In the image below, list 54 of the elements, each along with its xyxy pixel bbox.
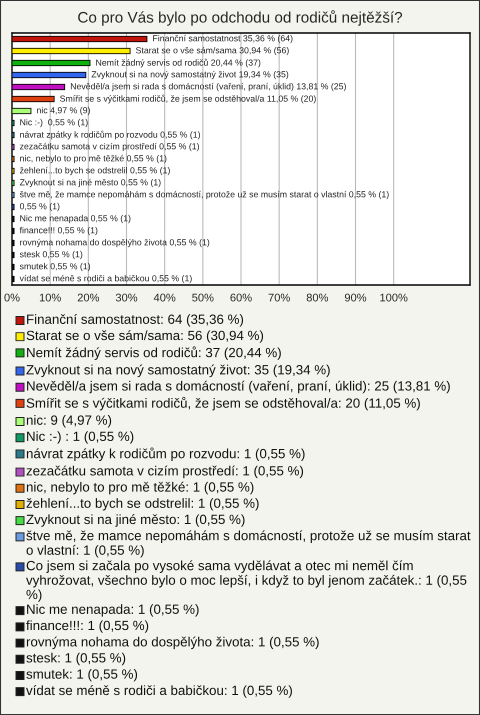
data-label: Nevěděl/a jsem si rada s domácností (vaření, praní, úklid) 13,81 % (25) <box>70 82 346 92</box>
legend-label: zezačátku samota v cizím prostředí: 1 (0,55 %) <box>26 466 304 478</box>
data-label: stesk 0,55 % (1) <box>20 250 82 260</box>
legend-label: návrat zpátky k rodičům po rozvodu: 1 (0,55 %) <box>26 447 305 461</box>
data-label: návrat zpátky k rodičům po rozvodu 0,55 % (1) <box>20 130 200 140</box>
x-tick-label: 100% <box>380 294 408 302</box>
legend-label: Starat se o vše sám/sama: 56 (30,94 %) <box>26 330 264 343</box>
data-label: vídat se méně s rodiči a babičkou 0,55 % (1) <box>20 274 192 284</box>
legend-label: Smířit se s výčitkami rodičů, že jsem se odstěhoval/a: 20 (11,05 %) <box>26 396 420 410</box>
data-label: Starat se o vše sám/sama 30,94 % (56) <box>136 46 289 56</box>
data-label: rovnýma nohama do dospělýho života 0,55 % (1) <box>20 238 210 248</box>
legend-label: Zvyknout si na nový samostatný život: 35 (19,34 %) <box>26 364 330 378</box>
data-label: Zvyknout si na jiné město 0,55 % (1) <box>20 178 161 188</box>
data-label: 0,55 % (1) <box>20 202 60 212</box>
legend-label: Nemít žádný servis od rodičů: 37 (20,44 %) <box>27 346 281 360</box>
legend-label: Nic :-) : 1 (0,55 %) <box>27 431 134 444</box>
legend-label: nic, nebylo to pro mě těžké: 1 (0,55 %) <box>26 482 254 494</box>
data-label: smutek 0,55 % (1) <box>20 262 90 272</box>
legend-label: stesk: 1 (0,55 %) <box>26 652 126 666</box>
data-label: Nemít žádný servis od rodičů 20,44 % (37) <box>96 58 260 68</box>
legend-label: rovnýma nohama do dospělýho života: 1 (0,55 %) <box>26 636 319 650</box>
legend-label: žehlení...to bych se odstrelil: 1 (0,55 %) <box>26 498 259 511</box>
x-tick-label: 70% <box>268 294 290 302</box>
data-label: Zvyknout si na nový samostatný život 19,34 % (35) <box>92 70 288 80</box>
data-label: finance!!! 0,55 % (1) <box>20 226 98 236</box>
legend-label: Finanční samostatnost: 64 (35,36 %) <box>27 314 244 327</box>
data-label: Smířit se s výčitkami rodičů, že jsem se odstěhoval/a 11,05 % (20) <box>60 94 316 104</box>
data-label: nic 4,97 % (9) <box>37 106 90 116</box>
legend-label: Co jsem si začala po vysoké sama vydělávat a otec mi neměl čím vyhrožovat, všechno bylo o moc lepší, i když to byl jenom začátek.: 1 (0,55 %) <box>26 560 466 602</box>
x-tick-label: 50% <box>192 294 214 302</box>
x-tick-label: 90% <box>344 294 366 302</box>
x-tick-label: 20% <box>78 294 100 302</box>
x-tick-label: 40% <box>154 294 176 302</box>
legend-label: vídat se méně s rodiči a babičkou: 1 (0,55 %) <box>26 685 292 698</box>
data-label: Nic me nenapada 0,55 % (1) <box>20 214 130 224</box>
legend-label: nic: 9 (4,97 %) <box>26 415 112 428</box>
data-label: Finanční samostatnost 35,36 % (64) <box>153 34 292 44</box>
legend-label: finance!!!: 1 (0,55 %) <box>26 620 148 633</box>
data-label: nic, nebylo to pro mě těžké 0,55 % (1) <box>20 154 166 164</box>
x-tick-label: 0% <box>4 294 20 302</box>
data-label: zezačátku samota v cizím prostředí 0,55 % (1) <box>20 142 199 152</box>
legend-label: štve mě, že mamce nepomáhám s domácností, protože už se musím starat o vlastní: 1 (0,55 %) <box>26 530 471 558</box>
x-tick-label: 30% <box>116 294 138 302</box>
x-tick-label: 10% <box>40 294 61 302</box>
legend-label: Nic me nenapada: 1 (0,55 %) <box>27 604 199 617</box>
legend-label: Zvyknout si na jiné město: 1 (0,55 %) <box>26 514 245 527</box>
data-label: žehlení...to bych se odstrelil 0,55 % (1) <box>20 166 170 176</box>
legend-label: Nevěděl/a jsem si rada s domácností (vaření, praní, úklid): 25 (13,81 %) <box>27 380 450 394</box>
data-label: štve mě, že mamce nepomáhám s domácností, protože už se musím starat o vlastní 0,55 % (1) <box>20 190 389 200</box>
data-label: Nic :-) 0,55 % (1) <box>20 118 88 128</box>
x-tick-label: 80% <box>306 294 328 302</box>
x-tick-label: 60% <box>230 294 252 302</box>
legend-label: smutek: 1 (0,55 %) <box>26 668 138 682</box>
chart-title: Co pro Vás bylo po odchodu od rodičů nejtěžší? <box>78 10 402 26</box>
